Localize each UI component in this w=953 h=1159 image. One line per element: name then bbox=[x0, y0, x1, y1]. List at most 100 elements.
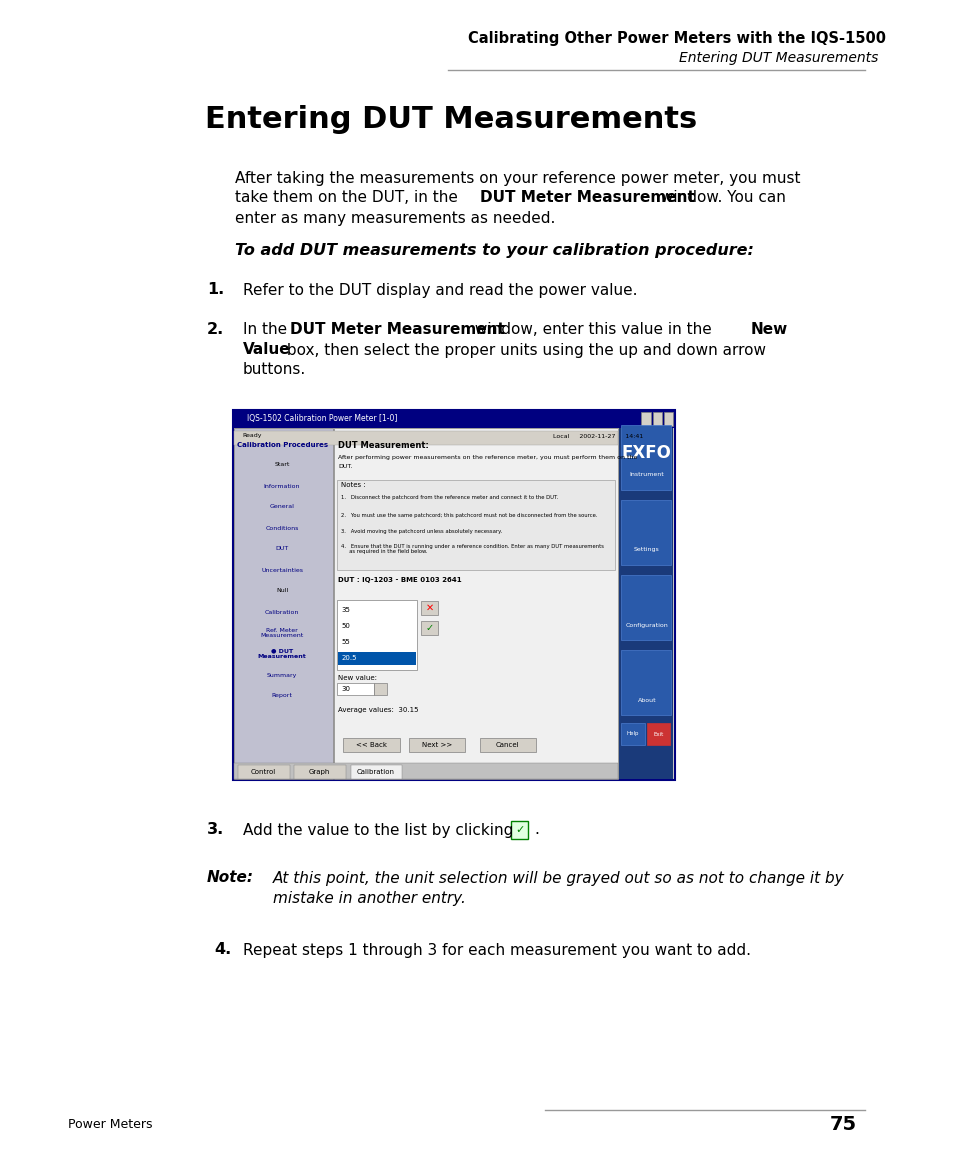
Text: About: About bbox=[637, 698, 656, 702]
Bar bbox=[511, 821, 528, 839]
Bar bbox=[294, 765, 346, 779]
Bar bbox=[337, 653, 416, 665]
Bar bbox=[479, 738, 536, 752]
Text: 20.5: 20.5 bbox=[341, 655, 356, 661]
Text: After performing power measurements on the reference meter, you must perform the: After performing power measurements on t… bbox=[338, 455, 638, 460]
Text: Local     2002-11-27     14:41: Local 2002-11-27 14:41 bbox=[553, 433, 642, 438]
Text: DUT: DUT bbox=[275, 547, 289, 552]
Text: Summary: Summary bbox=[267, 672, 297, 678]
Text: Conditions: Conditions bbox=[265, 525, 298, 531]
Bar bbox=[233, 763, 618, 779]
Text: Note:: Note: bbox=[207, 870, 253, 885]
Text: DUT Meter Measurement: DUT Meter Measurement bbox=[479, 190, 694, 205]
Bar bbox=[620, 425, 671, 490]
Bar bbox=[237, 765, 290, 779]
Text: box, then select the proper units using the up and down arrow: box, then select the proper units using … bbox=[282, 343, 765, 357]
Bar bbox=[336, 480, 615, 570]
Text: Calibration Procedures: Calibration Procedures bbox=[236, 442, 327, 449]
Text: Help: Help bbox=[626, 731, 639, 736]
Text: Calibration: Calibration bbox=[356, 770, 395, 775]
Text: window. You can: window. You can bbox=[656, 190, 785, 205]
Text: Add the value to the list by clicking: Add the value to the list by clicking bbox=[242, 823, 513, 838]
Text: Settings: Settings bbox=[634, 547, 659, 553]
Bar bbox=[421, 602, 437, 615]
Text: 4.: 4. bbox=[214, 942, 232, 957]
Text: ✓: ✓ bbox=[515, 825, 524, 834]
Bar bbox=[374, 683, 387, 695]
Text: EXFO: EXFO bbox=[621, 444, 671, 462]
Text: Entering DUT Measurements: Entering DUT Measurements bbox=[205, 105, 697, 134]
Text: 55: 55 bbox=[341, 639, 350, 646]
Bar bbox=[620, 575, 671, 640]
Text: At this point, the unit selection will be grayed out so as not to change it by: At this point, the unit selection will b… bbox=[273, 870, 843, 885]
Text: 3.: 3. bbox=[207, 823, 224, 838]
Text: 4.   Ensure that the DUT is running under a reference condition. Enter as many D: 4. Ensure that the DUT is running under … bbox=[341, 544, 603, 554]
Text: Power Meters: Power Meters bbox=[68, 1118, 152, 1131]
Bar bbox=[663, 411, 673, 427]
Bar bbox=[343, 738, 399, 752]
Text: DUT Meter Measurement: DUT Meter Measurement bbox=[290, 322, 504, 337]
Text: New: New bbox=[749, 322, 787, 337]
Bar bbox=[620, 500, 671, 564]
Text: Next >>: Next >> bbox=[421, 742, 452, 748]
Text: Average values:  30.15: Average values: 30.15 bbox=[338, 707, 418, 713]
Bar bbox=[409, 738, 465, 752]
Text: Uncertainties: Uncertainties bbox=[261, 568, 303, 573]
Text: Information: Information bbox=[264, 483, 300, 488]
Text: Ref. Meter
Measurement: Ref. Meter Measurement bbox=[260, 628, 303, 639]
Bar bbox=[619, 430, 672, 471]
Bar bbox=[421, 621, 437, 635]
Text: 50: 50 bbox=[341, 624, 350, 629]
Text: Value: Value bbox=[242, 343, 290, 357]
Text: Instrument: Instrument bbox=[629, 473, 663, 478]
Bar bbox=[233, 431, 618, 445]
Bar bbox=[640, 411, 650, 427]
Text: Calibration: Calibration bbox=[265, 610, 299, 614]
Bar bbox=[646, 723, 670, 745]
Bar bbox=[620, 723, 644, 745]
Text: Control: Control bbox=[251, 770, 275, 775]
Text: Notes :: Notes : bbox=[341, 482, 366, 488]
Bar bbox=[334, 428, 618, 779]
Text: ✕: ✕ bbox=[425, 603, 434, 613]
Text: 1.   Disconnect the patchcord from the reference meter and connect it to the DUT: 1. Disconnect the patchcord from the ref… bbox=[341, 496, 558, 501]
Text: .: . bbox=[534, 823, 538, 838]
Text: Cancel: Cancel bbox=[496, 742, 519, 748]
Text: DUT Measurement:: DUT Measurement: bbox=[338, 440, 429, 450]
Text: Repeat steps 1 through 3 for each measurement you want to add.: Repeat steps 1 through 3 for each measur… bbox=[242, 942, 750, 957]
Text: In the: In the bbox=[242, 322, 292, 337]
Text: 35: 35 bbox=[341, 607, 350, 613]
Text: 30: 30 bbox=[341, 686, 350, 692]
Text: ● DUT
Measurement: ● DUT Measurement bbox=[257, 649, 306, 659]
Text: Null: Null bbox=[275, 589, 288, 593]
Bar bbox=[336, 600, 416, 670]
Text: window, enter this value in the: window, enter this value in the bbox=[470, 322, 716, 337]
FancyBboxPatch shape bbox=[233, 410, 675, 780]
Text: Graph: Graph bbox=[309, 770, 330, 775]
Text: General: General bbox=[270, 504, 294, 510]
Text: DUT : IQ-1203 - BME 0103 2641: DUT : IQ-1203 - BME 0103 2641 bbox=[338, 577, 461, 583]
Text: enter as many measurements as needed.: enter as many measurements as needed. bbox=[234, 211, 555, 226]
Bar bbox=[351, 765, 402, 779]
Text: 75: 75 bbox=[828, 1115, 856, 1135]
Bar bbox=[652, 411, 661, 427]
Text: Ready: Ready bbox=[242, 433, 262, 438]
Text: Calibrating Other Power Meters with the IQS-1500: Calibrating Other Power Meters with the … bbox=[468, 30, 885, 45]
Text: << Back: << Back bbox=[355, 742, 387, 748]
Text: 2.: 2. bbox=[207, 322, 224, 337]
Text: Exit: Exit bbox=[654, 731, 663, 736]
Text: Configuration: Configuration bbox=[625, 622, 667, 627]
Text: After taking the measurements on your reference power meter, you must: After taking the measurements on your re… bbox=[234, 170, 800, 185]
Text: Start: Start bbox=[274, 462, 290, 467]
Text: IQS-1502 Calibration Power Meter [1-0]: IQS-1502 Calibration Power Meter [1-0] bbox=[247, 415, 397, 423]
Bar bbox=[336, 683, 374, 695]
Text: To add DUT measurements to your calibration procedure:: To add DUT measurements to your calibrat… bbox=[234, 242, 753, 257]
Text: DUT.: DUT. bbox=[338, 465, 353, 469]
Text: Refer to the DUT display and read the power value.: Refer to the DUT display and read the po… bbox=[242, 283, 637, 298]
Text: Entering DUT Measurements: Entering DUT Measurements bbox=[679, 51, 878, 65]
Text: buttons.: buttons. bbox=[242, 363, 306, 378]
Bar bbox=[620, 650, 671, 715]
Bar bbox=[233, 410, 675, 428]
Text: ✓: ✓ bbox=[425, 624, 434, 633]
Text: New value:: New value: bbox=[338, 675, 377, 681]
